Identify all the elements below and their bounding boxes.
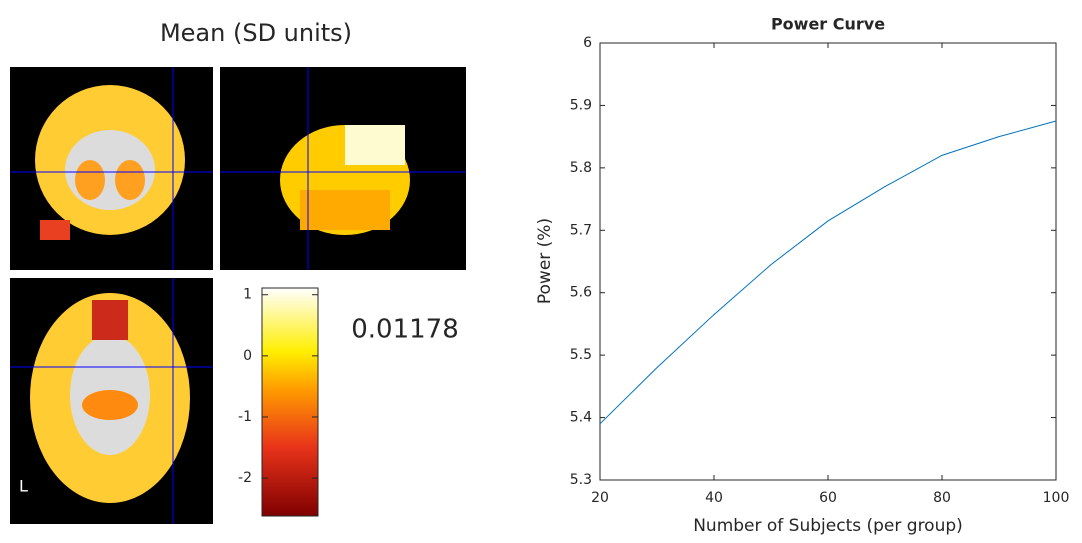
y-tick-label: 5.8	[570, 160, 592, 176]
x-axis-label: Number of Subjects (per group)	[693, 516, 963, 536]
y-tick-label: 5.3	[570, 472, 592, 488]
brain	[345, 125, 405, 165]
x-tick-label: 80	[933, 490, 951, 506]
panel-title: Mean (SD units)	[160, 19, 352, 47]
brain	[75, 160, 105, 200]
colorbar	[262, 288, 318, 516]
x-tick-label: 60	[819, 490, 837, 506]
y-tick-label: 5.7	[570, 222, 592, 238]
y-tick-label: 5.9	[570, 97, 592, 113]
x-tick-label: 20	[591, 490, 609, 506]
colorbar-tick-label: 0	[243, 348, 252, 364]
y-tick-label: 5.4	[570, 410, 592, 426]
x-tick-label: 40	[705, 490, 723, 506]
screen: Mean (SD units) L 1 0 -1 -2 0.01178 Power C…	[0, 0, 1082, 543]
orientation-label: L	[19, 477, 28, 496]
colorbar-tick-label: -2	[238, 470, 252, 486]
brain	[92, 300, 128, 340]
plot-frame	[600, 43, 1056, 480]
map-panel: Mean (SD units) L 1 0 -1 -2 0.01178	[10, 19, 466, 524]
chart: Power Curve Number of Subjects (per grou…	[535, 15, 1069, 537]
x-tick-label: 100	[1043, 490, 1070, 506]
colorbar-tick-label: 1	[243, 287, 252, 303]
brain	[40, 220, 70, 240]
colorbar-tick-label: -1	[238, 409, 252, 425]
brain	[115, 160, 145, 200]
brain	[300, 190, 390, 230]
y-tick-label: 6	[583, 35, 592, 51]
y-tick-label: 5.5	[570, 347, 592, 363]
value-readout: 0.01178	[351, 315, 459, 345]
y-axis-label: Power (%)	[535, 218, 555, 304]
chart-title: Power Curve	[771, 15, 885, 34]
y-tick-label: 5.6	[570, 285, 592, 301]
brain	[82, 390, 138, 420]
series-line	[600, 121, 1056, 424]
